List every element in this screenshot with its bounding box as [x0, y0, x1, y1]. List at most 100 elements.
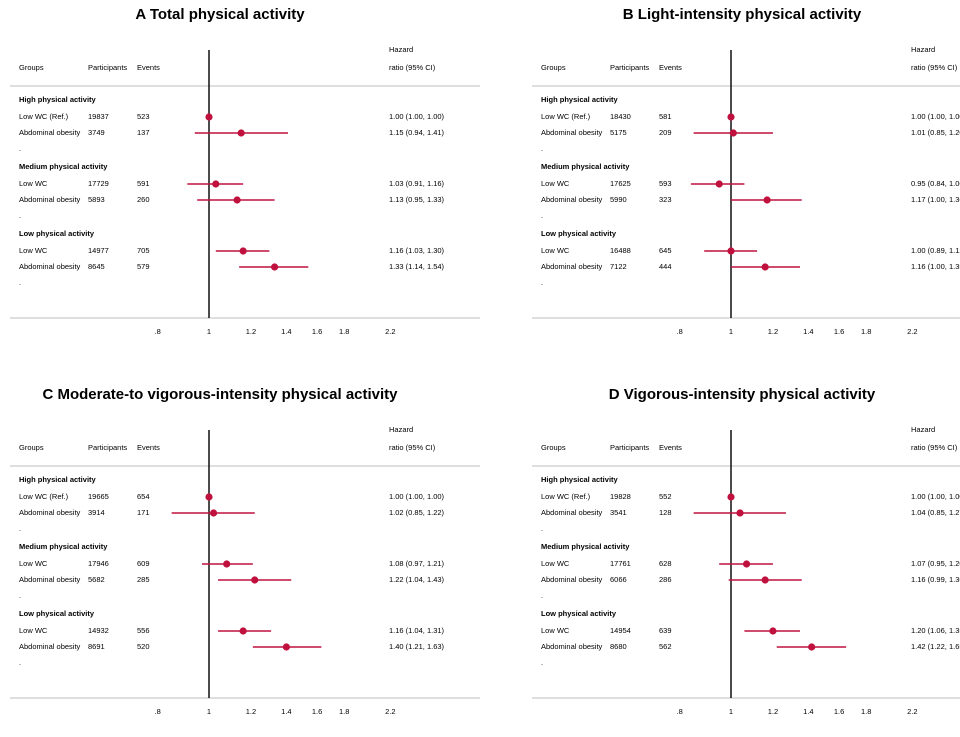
x-tick-label: 1.2	[245, 327, 257, 336]
x-tick-label: .8	[154, 327, 161, 336]
hazard-ratio-point	[237, 129, 245, 137]
forest-plot-b: B Light-intensity physical activity Group…	[522, 0, 960, 357]
x-tick-label: 1.6	[833, 707, 845, 716]
row-participants: 5175	[610, 128, 627, 137]
chart-title: A Total physical activity	[135, 6, 305, 23]
hazard-ratio-point	[763, 196, 771, 204]
row-participants: 7122	[610, 262, 627, 271]
x-tick-label: 2.2	[907, 707, 918, 716]
row-hazard-ratio: 1.03 (0.91, 1.16)	[389, 179, 445, 188]
row-events: 444	[659, 262, 672, 271]
spacer-dot: .	[541, 144, 544, 153]
row-hazard-ratio: 1.17 (1.00, 1.36)	[911, 195, 960, 204]
row-hazard-ratio: 1.33 (1.14, 1.54)	[389, 262, 445, 271]
row-events: 654	[137, 492, 150, 501]
row-label: Abdominal obesity	[541, 575, 603, 584]
hazard-ratio-point	[761, 263, 769, 271]
x-tick-label: 1.8	[338, 707, 350, 716]
row-events: 323	[659, 195, 672, 204]
row-hazard-ratio: 0.95 (0.84, 1.06)	[911, 179, 960, 188]
row-label: Abdominal obesity	[19, 508, 81, 517]
row-label: Abdominal obesity	[19, 195, 81, 204]
group-heading: High physical activity	[19, 95, 96, 104]
header-participants: Participants	[88, 63, 128, 72]
plot-area	[532, 430, 960, 699]
row-label: Abdominal obesity	[19, 128, 81, 137]
row-label: Abdominal obesity	[541, 195, 603, 204]
group-heading: Medium physical activity	[541, 542, 630, 551]
chart-title: C Moderate-to vigorous-intensity physica…	[42, 386, 398, 403]
group-heading: High physical activity	[19, 475, 96, 484]
row-hazard-ratio: 1.16 (1.00, 1.35)	[911, 262, 960, 271]
row-events: 171	[137, 508, 150, 517]
row-hazard-ratio: 1.04 (0.85, 1.27)	[911, 508, 960, 517]
x-tick-label: 1.2	[245, 707, 257, 716]
row-participants: 14977	[88, 246, 109, 255]
group-heading: Low physical activity	[541, 229, 617, 238]
row-events: 520	[137, 642, 150, 651]
row-events: 285	[137, 575, 150, 584]
x-tick-label: 1	[206, 707, 212, 716]
row-participants: 14932	[88, 626, 109, 635]
group-heading: High physical activity	[541, 95, 618, 104]
header-participants: Participants	[88, 443, 128, 452]
row-label: Abdominal obesity	[541, 128, 603, 137]
x-tick-label: 1	[728, 707, 734, 716]
plot-area	[10, 430, 480, 699]
spacer-dot: .	[541, 211, 544, 220]
row-hazard-ratio: 1.42 (1.22, 1.65)	[911, 642, 960, 651]
spacer-dot: .	[19, 658, 22, 667]
spacer-dot: .	[541, 591, 544, 600]
row-label: Low WC (Ref.)	[541, 492, 591, 501]
group-heading: Low physical activity	[19, 609, 95, 618]
row-events: 581	[659, 112, 672, 121]
group-heading: Medium physical activity	[19, 162, 108, 171]
row-events: 628	[659, 559, 672, 568]
header-events: Events	[137, 443, 160, 452]
row-participants: 6066	[610, 575, 627, 584]
forest-plot-d: D Vigorous-intensity physical activity Gr…	[522, 380, 960, 737]
hazard-ratio-point	[239, 247, 247, 255]
row-events: 128	[659, 508, 672, 517]
header-groups: Groups	[19, 63, 44, 72]
hazard-ratio-point	[742, 560, 751, 568]
spacer-dot: .	[19, 524, 22, 533]
hazard-ratio-point	[729, 129, 737, 137]
row-participants: 3541	[610, 508, 627, 517]
hazard-ratio-point	[282, 643, 290, 651]
spacer-dot: .	[541, 658, 544, 667]
row-participants: 8680	[610, 642, 627, 651]
row-events: 579	[137, 262, 150, 271]
hazard-ratio-point	[715, 180, 723, 188]
spacer-dot: .	[19, 278, 22, 287]
hazard-ratio-point	[233, 196, 241, 204]
row-hazard-ratio: 1.00 (1.00, 1.00)	[911, 112, 960, 121]
row-hazard-ratio: 1.00 (1.00, 1.00)	[389, 112, 445, 121]
row-participants: 5682	[88, 575, 105, 584]
x-tick-label: 1.6	[311, 327, 323, 336]
x-tick-label: 1.8	[860, 707, 872, 716]
header-groups: Groups	[19, 443, 44, 452]
row-label: Low WC	[19, 179, 48, 188]
x-tick-label: 1	[728, 327, 734, 336]
row-hazard-ratio: 1.22 (1.04, 1.43)	[389, 575, 445, 584]
row-hazard-ratio: 1.02 (0.85, 1.22)	[389, 508, 445, 517]
spacer-dot: .	[19, 591, 22, 600]
x-tick-label: 1.4	[281, 327, 292, 336]
header-ratio-ci: ratio (95% CI)	[389, 63, 436, 72]
row-label: Low WC	[541, 179, 570, 188]
x-tick-label: .8	[154, 707, 161, 716]
row-label: Abdominal obesity	[19, 575, 81, 584]
header-events: Events	[659, 443, 682, 452]
row-hazard-ratio: 1.16 (1.03, 1.30)	[389, 246, 445, 255]
header-hazard: Hazard	[911, 425, 936, 434]
row-hazard-ratio: 1.40 (1.21, 1.63)	[389, 642, 445, 651]
hazard-ratio-point	[736, 509, 744, 517]
header-groups: Groups	[541, 443, 566, 452]
row-hazard-ratio: 1.07 (0.95, 1.20)	[911, 559, 960, 568]
hazard-ratio-point	[205, 493, 213, 501]
hazard-ratio-point	[727, 247, 735, 255]
row-events: 609	[137, 559, 150, 568]
hazard-ratio-point	[205, 113, 213, 121]
row-label: Low WC (Ref.)	[19, 492, 69, 501]
